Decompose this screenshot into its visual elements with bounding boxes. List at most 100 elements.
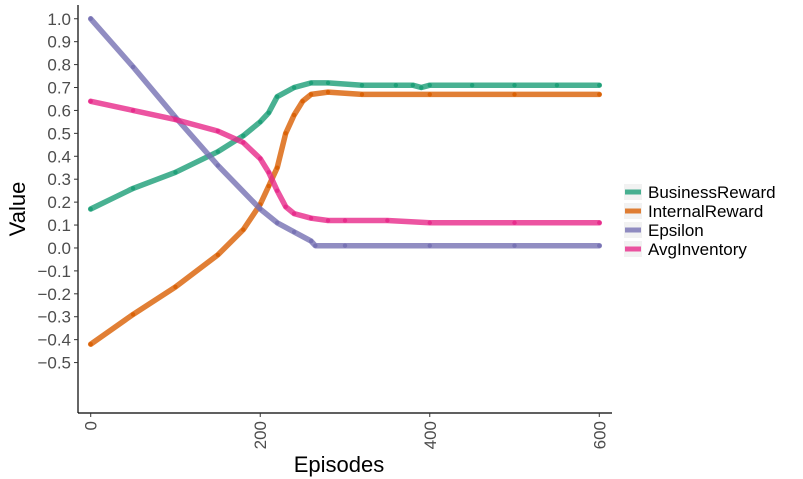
y-tick-label: −0.4 (37, 331, 71, 350)
y-tick-label: 1.0 (47, 10, 71, 29)
data-point (215, 128, 221, 134)
data-point (427, 243, 432, 248)
data-point (215, 149, 221, 154)
data-point (258, 206, 263, 212)
data-point (427, 83, 432, 88)
y-tick-label: −0.3 (37, 308, 71, 327)
data-point (283, 131, 288, 136)
data-point (88, 206, 93, 212)
data-point (597, 220, 602, 225)
data-point (88, 342, 93, 347)
y-tick-label: −0.2 (37, 285, 71, 304)
data-point (274, 94, 280, 99)
data-point (308, 238, 314, 244)
data-point (308, 92, 314, 97)
y-tick-label: 0.5 (47, 124, 71, 143)
data-point (258, 119, 263, 125)
y-ticks: 1.0 0.9 0.8 0.7 0.6 0.5 0.4 0.3 0.2 0.1 0.0 −0.1 −0.… (37, 10, 78, 373)
data-point (215, 252, 221, 258)
series-line-businessreward (87, 80, 603, 212)
data-point (130, 64, 136, 70)
data-point (427, 92, 432, 97)
data-point (410, 83, 416, 88)
data-point (512, 220, 517, 225)
series-line-avginventory (87, 98, 603, 226)
data-point (266, 110, 271, 115)
data-point (173, 117, 178, 122)
data-point (88, 16, 93, 21)
data-point (512, 243, 517, 248)
data-point (291, 211, 297, 216)
data-point (554, 83, 560, 88)
y-axis-title: Value (5, 182, 30, 237)
data-point (274, 220, 280, 225)
data-point (241, 227, 246, 232)
legend-label: AvgInventory (648, 240, 747, 259)
data-point (359, 92, 365, 97)
data-point (88, 99, 93, 104)
data-point (300, 99, 305, 104)
y-tick-label: 0.3 (47, 170, 71, 189)
data-point (419, 85, 424, 90)
data-point (385, 218, 390, 223)
data-point (342, 218, 348, 223)
data-point (215, 163, 221, 168)
data-point (313, 243, 318, 248)
x-ticks: 0 200 400 600 (82, 413, 609, 449)
y-tick-label: 0.7 (47, 79, 71, 98)
y-tick-label: 0.9 (47, 33, 71, 52)
axes (77, 5, 612, 414)
data-point (291, 85, 297, 90)
data-point (308, 80, 314, 86)
data-point (325, 89, 331, 95)
data-point (512, 83, 517, 88)
data-point (274, 188, 280, 193)
data-point (291, 112, 297, 118)
data-point (258, 156, 263, 161)
data-point (291, 229, 297, 235)
data-point (393, 83, 399, 88)
x-tick-label: 400 (421, 421, 440, 449)
data-point (469, 83, 475, 88)
data-point (266, 170, 271, 175)
data-point (325, 218, 331, 223)
legend: BusinessRewardInternalRewardEpsilonAvgIn… (624, 183, 776, 259)
data-point (130, 312, 136, 317)
data-point (130, 186, 136, 191)
data-point (308, 215, 314, 221)
data-point (173, 170, 178, 175)
series-line-epsilon (87, 16, 603, 249)
data-point (359, 83, 365, 88)
data-point (342, 243, 348, 248)
data-point (597, 243, 602, 248)
y-tick-label: 0.2 (47, 193, 71, 212)
series-layer (87, 16, 603, 347)
x-axis-title: Episodes (294, 452, 385, 477)
data-point (427, 220, 432, 225)
x-tick-label: 200 (251, 421, 270, 449)
data-point (130, 108, 136, 113)
data-point (325, 80, 331, 86)
x-tick-label: 0 (82, 421, 101, 430)
data-point (283, 204, 288, 209)
x-tick-label: 600 (590, 421, 609, 449)
data-point (274, 165, 280, 170)
data-point (512, 92, 517, 97)
y-tick-label: 0.8 (47, 56, 71, 75)
y-tick-label: 0.6 (47, 101, 71, 120)
data-point (241, 140, 246, 145)
data-point (597, 83, 602, 88)
y-tick-label: 0.4 (47, 147, 71, 166)
legend-label: Epsilon (648, 221, 704, 240)
y-tick-label: −0.5 (37, 354, 71, 373)
legend-label: BusinessReward (648, 183, 776, 202)
y-tick-label: 0.1 (47, 216, 71, 235)
data-point (173, 284, 178, 290)
legend-label: InternalReward (648, 202, 763, 221)
data-point (266, 183, 271, 189)
y-tick-label: −0.1 (37, 262, 71, 281)
data-point (241, 133, 246, 138)
data-point (597, 92, 602, 97)
